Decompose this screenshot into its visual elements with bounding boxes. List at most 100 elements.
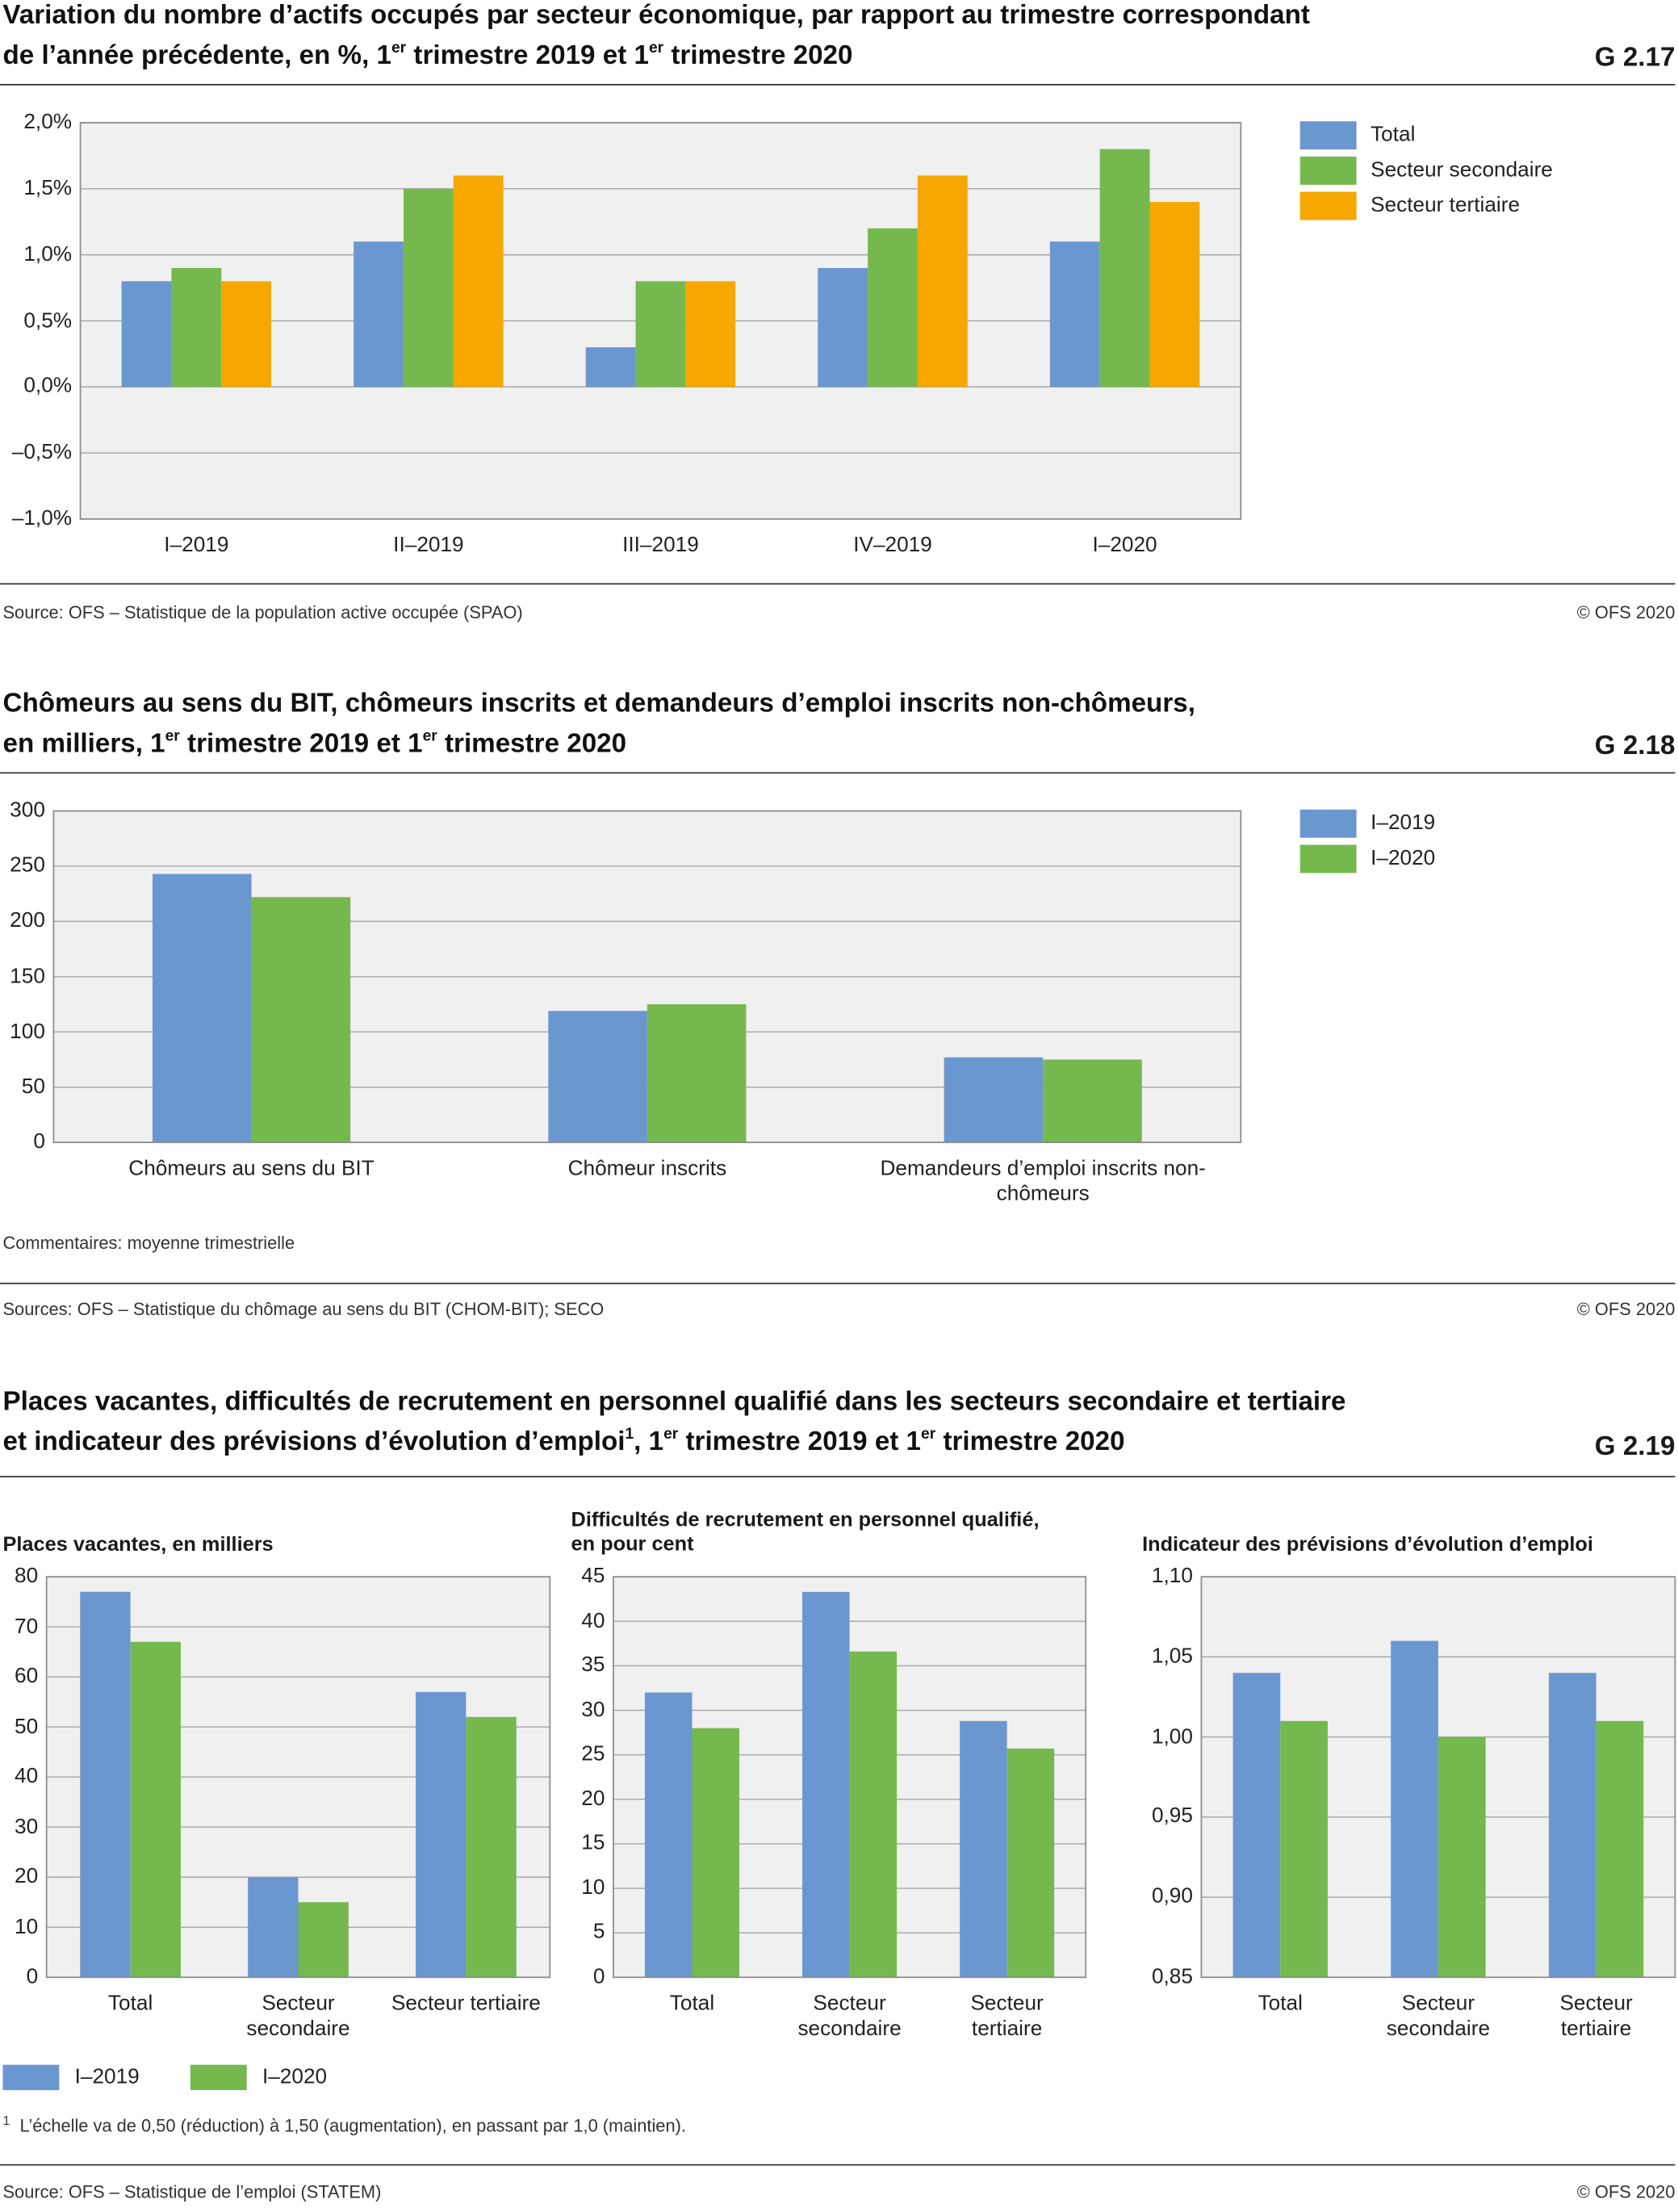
legend-label: Secteur tertiaire (1370, 193, 1521, 218)
footnote-mark: 1 (2, 2114, 10, 2128)
title-superscript: er (165, 727, 180, 745)
y-tick-label: 50 (15, 1714, 39, 1739)
copyright: © OFS 2020 (1576, 1299, 1676, 1320)
chart-title: de l’année précédente, en %, 1er trimest… (2, 40, 852, 73)
chart-title: Variation du nombre d’actifs occupés par… (2, 1, 1309, 33)
bar (121, 281, 172, 388)
legend-swatch (2, 2064, 60, 2091)
bar (248, 1877, 299, 1978)
legend-swatch (1299, 191, 1357, 220)
y-tick-label: 10 (15, 1914, 39, 1939)
title-superscript: 1 (625, 1426, 634, 1443)
bar (152, 873, 252, 1143)
y-tick-label: 1,5% (23, 176, 73, 200)
source: Source: OFS – Statistique de l’emploi (S… (2, 2182, 382, 2202)
y-tick-label: 0,85 (1151, 1964, 1193, 1989)
legend-label: I–2020 (262, 2064, 328, 2089)
x-tick-label: Total (1257, 1991, 1303, 2016)
title-text: trimestre 2020 (935, 1427, 1125, 1457)
y-tick-label: 0 (33, 1129, 45, 1154)
y-tick-label: 15 (581, 1831, 605, 1855)
x-tick-label: I–2020 (1092, 533, 1157, 558)
title-text: trimestre 2020 (663, 40, 853, 71)
y-tick-label: 1,10 (1151, 1564, 1193, 1589)
bar (548, 1011, 647, 1143)
panel-title: Indicateur des prévisions d’évolution d’… (1142, 1534, 1593, 1557)
chart-title: et indicateur des prévisions d’évolution… (2, 1426, 1124, 1460)
bar (635, 281, 686, 388)
bar (647, 1004, 747, 1143)
y-tick-label: 0 (592, 1964, 605, 1989)
y-tick-label: 150 (10, 964, 45, 988)
legend-swatch (1299, 121, 1357, 150)
bar (251, 897, 351, 1143)
x-tick-label: IV–2019 (853, 533, 932, 558)
y-tick-label: 1,05 (1151, 1644, 1193, 1669)
source: Sources: OFS – Statistique du chômage au… (2, 1299, 605, 1320)
bar (960, 1720, 1007, 1978)
x-tick-label: Total (669, 1991, 715, 2016)
legend-swatch (1299, 844, 1357, 873)
x-tick-label: Chômeurs au sens du BIT (128, 1156, 375, 1181)
y-tick-label: 0,0% (23, 374, 73, 399)
x-tick-label: Secteur tertiaire (970, 1991, 1044, 2041)
plot-border (1200, 1576, 1676, 1979)
bar (849, 1651, 898, 1978)
title-superscript: er (391, 40, 407, 57)
y-tick-label: 0,5% (23, 308, 73, 333)
bar (944, 1057, 1044, 1143)
bar (80, 1591, 131, 1978)
x-tick-label: Secteur tertiaire (391, 1991, 541, 2016)
y-tick-label: 30 (581, 1697, 605, 1722)
x-tick-label: Chômeur inscrits (567, 1156, 727, 1181)
title-text: Chômeurs au sens du BIT, chômeurs inscri… (2, 689, 1195, 719)
x-tick-label: II–2019 (393, 533, 464, 558)
y-tick-label: –0,5% (11, 440, 73, 465)
y-tick-label: 0 (26, 1964, 39, 1989)
title-superscript: er (663, 1426, 679, 1443)
legend-label: I–2019 (1370, 811, 1436, 836)
y-tick-label: 50 (21, 1074, 45, 1099)
title-text: Variation du nombre d’actifs occupés par… (2, 1, 1310, 31)
y-tick-label: 250 (10, 853, 45, 878)
legend-swatch (1299, 156, 1357, 185)
bar (685, 281, 736, 388)
bar (404, 188, 454, 388)
footnote: L’échelle va de 0,50 (réduction) à 1,50 … (19, 2116, 686, 2136)
chart-title: Chômeurs au sens du BIT, chômeurs inscri… (2, 689, 1195, 722)
x-tick-label: Secteur secondaire (797, 1991, 902, 2041)
y-tick-label: 20 (15, 1864, 39, 1889)
bar (466, 1716, 517, 1978)
bar (1149, 202, 1200, 388)
x-tick-label: Demandeurs d’emploi inscrits non-chômeur… (880, 1156, 1206, 1206)
x-tick-label: Total (107, 1991, 153, 2016)
legend-swatch (190, 2064, 247, 2091)
legend-label: Secteur secondaire (1370, 157, 1553, 182)
bar (1049, 241, 1100, 388)
bar (354, 241, 404, 388)
bar (692, 1728, 740, 1978)
title-text: trimestre 2020 (437, 729, 627, 760)
plot-border (52, 810, 1242, 1143)
plot-border (613, 1576, 1087, 1979)
x-tick-label: Secteur secondaire (1386, 1991, 1491, 2041)
y-tick-label: 200 (10, 908, 45, 933)
y-tick-label: 1,00 (1151, 1724, 1193, 1749)
bar (171, 267, 222, 388)
title-superscript: er (648, 40, 664, 57)
y-tick-label: 20 (581, 1787, 605, 1811)
y-tick-label: 30 (15, 1814, 39, 1839)
title-text: de l’année précédente, en %, 1 (2, 40, 391, 71)
y-tick-label: 1,0% (23, 241, 73, 266)
y-tick-label: 25 (581, 1741, 605, 1766)
bar (1596, 1720, 1644, 1978)
plot-border (45, 1576, 551, 1979)
bar (453, 175, 504, 388)
y-tick-label: –1,0% (11, 506, 73, 530)
chart-title: Places vacantes, difficultés de recrutem… (2, 1387, 1345, 1419)
y-tick-label: 0,90 (1151, 1884, 1193, 1909)
title-text: en milliers, 1 (2, 729, 165, 760)
title-text: trimestre 2019 et 1 (179, 729, 423, 760)
